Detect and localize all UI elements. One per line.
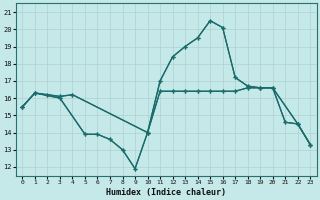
X-axis label: Humidex (Indice chaleur): Humidex (Indice chaleur) [106, 188, 226, 197]
